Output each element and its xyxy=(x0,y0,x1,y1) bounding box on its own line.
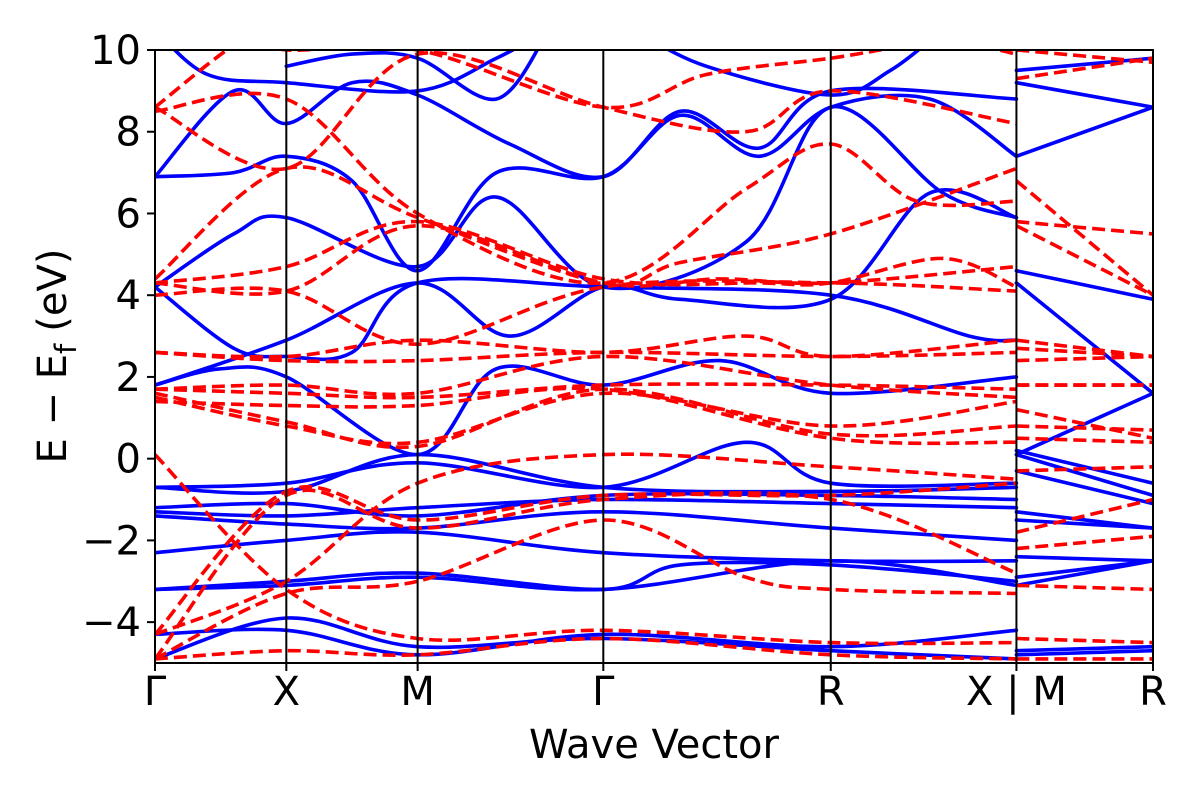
y-axis-title-main: E − E xyxy=(30,354,76,464)
y-axis-title-subscript: f xyxy=(49,343,83,354)
solid-band-series xyxy=(155,50,1153,661)
dashed-band-3 xyxy=(155,481,1153,636)
y-tick-label: 4 xyxy=(116,273,141,319)
x-tick-label: R xyxy=(817,669,845,715)
dashed-band-17 xyxy=(155,279,1153,359)
dashed-band-series xyxy=(155,50,1153,661)
y-tick-label: 6 xyxy=(116,191,141,237)
y-axis-title: E − Ef (eV) xyxy=(30,249,83,464)
solid-band-6 xyxy=(155,530,1153,564)
dashed-band-1 xyxy=(155,453,1153,646)
y-tick-label: 0 xyxy=(116,437,141,483)
dashed-band-20 xyxy=(155,51,1017,172)
solid-band-15 xyxy=(155,80,1153,273)
solid-band-1 xyxy=(155,440,1153,490)
x-tick-label: X | M xyxy=(966,669,1067,715)
dashed-band-18 xyxy=(155,56,1153,285)
high-symmetry-lines xyxy=(285,50,1018,663)
dashed-band-16 xyxy=(155,165,1153,297)
y-tick-label: −2 xyxy=(82,518,141,564)
solid-band-19 xyxy=(665,50,922,97)
plot-frame xyxy=(154,49,1154,664)
y-tick-label: −4 xyxy=(82,600,141,646)
y-axis-ticks: −4 −2 0 2 4 6 8 10 xyxy=(82,28,155,646)
x-tick-label: R xyxy=(1139,669,1167,715)
x-tick-label: Γ xyxy=(592,669,615,715)
y-axis-title-unit: (eV) xyxy=(30,249,76,332)
dashed-band-6 xyxy=(155,636,1153,661)
dashed-band-15 xyxy=(155,219,1153,297)
x-tick-label: M xyxy=(400,669,435,715)
solid-band-17 xyxy=(172,50,517,94)
y-tick-label: 8 xyxy=(116,110,141,156)
x-axis-title: Wave Vector xyxy=(529,722,780,768)
solid-band-10 xyxy=(155,616,1153,661)
x-tick-label: X xyxy=(273,669,300,715)
solid-band-16 xyxy=(155,56,1153,180)
dashed-band-8 xyxy=(155,391,1153,446)
solid-band-14 xyxy=(155,104,1153,291)
dashed-band-5 xyxy=(155,518,1153,661)
dashed-band-11 xyxy=(155,354,1153,400)
dashed-band-4 xyxy=(155,488,1153,661)
x-tick-label: Γ xyxy=(144,669,167,715)
y-tick-label: 10 xyxy=(90,28,141,74)
y-tick-label: 2 xyxy=(116,355,141,401)
band-series-layer xyxy=(155,50,1153,661)
solid-band-8 xyxy=(155,558,1153,592)
x-axis-ticks: Γ X M Γ R X | M R xyxy=(144,663,1167,715)
